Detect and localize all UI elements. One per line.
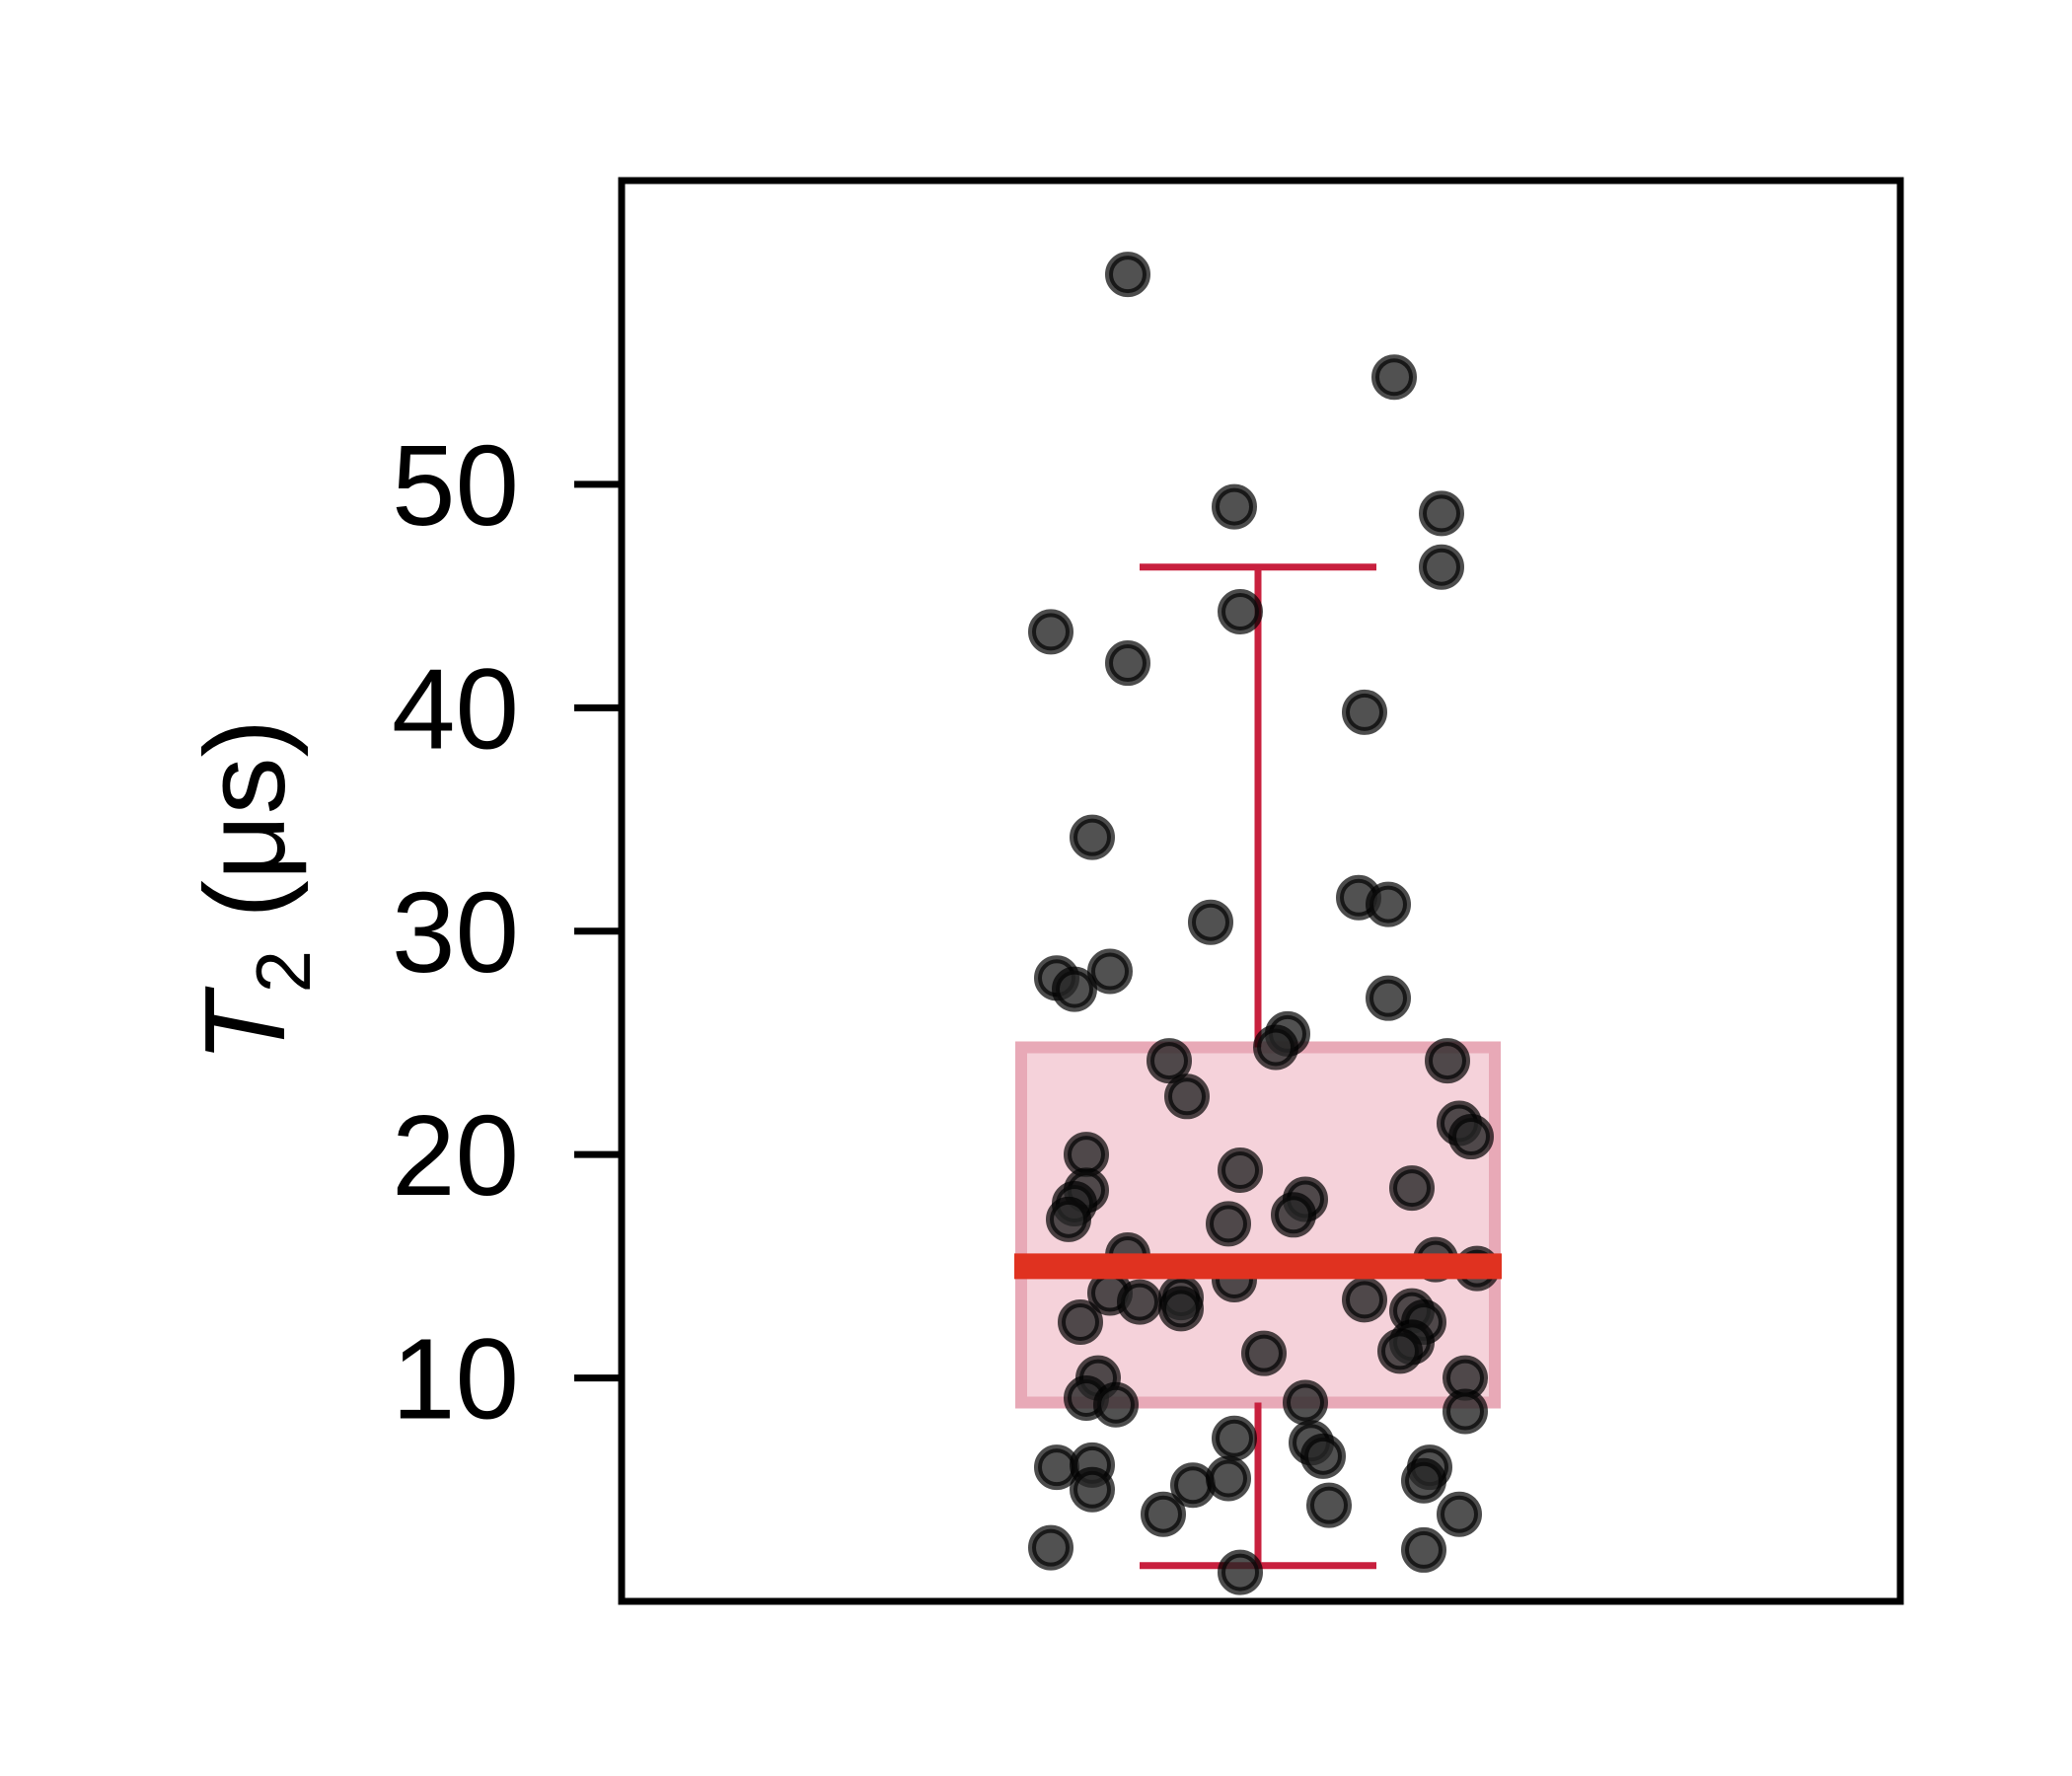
data-point-62	[1170, 1462, 1216, 1509]
data-point-44	[1058, 1298, 1103, 1345]
data-point-16	[1366, 975, 1411, 1021]
data-point-65	[1141, 1491, 1186, 1537]
data-point-12	[1188, 899, 1233, 945]
data-point-21	[1164, 1073, 1210, 1120]
data-point-67	[1028, 1524, 1073, 1571]
data-point-0	[1105, 252, 1150, 298]
data-point-30	[1046, 1196, 1091, 1242]
data-point-60	[1401, 1457, 1446, 1504]
y-axis: 10 20 30 40 50	[392, 421, 622, 1443]
data-point-47	[1241, 1330, 1287, 1376]
data-point-25	[1218, 1147, 1263, 1194]
data-point-63	[1206, 1455, 1251, 1502]
data-point-56	[1300, 1433, 1346, 1479]
y-tick-label-20: 20	[392, 1091, 519, 1220]
data-point-64	[1306, 1482, 1352, 1528]
y-tick-label-30: 30	[392, 868, 519, 997]
data-point-23	[1448, 1114, 1494, 1160]
y-tick-label-40: 40	[392, 644, 519, 773]
data-point-40	[1158, 1286, 1204, 1332]
data-point-9	[1070, 814, 1115, 860]
data-point-52	[1283, 1379, 1328, 1426]
data-point-6	[1028, 609, 1073, 655]
data-point-46	[1377, 1328, 1423, 1374]
data-point-4	[1419, 544, 1464, 590]
data-point-69	[1218, 1549, 1263, 1595]
data-point-32	[1206, 1201, 1251, 1247]
data-point-1	[1371, 354, 1417, 401]
data-point-8	[1342, 689, 1387, 735]
data-point-18	[1253, 1024, 1298, 1071]
plot-frame	[618, 177, 1904, 1605]
y-axis-label-unit: (μs)	[181, 719, 309, 950]
data-point-7	[1105, 640, 1150, 687]
y-axis-label-subscript: 2	[240, 950, 327, 993]
data-point-15	[1052, 966, 1097, 1012]
y-tick-label-50: 50	[392, 421, 519, 550]
data-point-20	[1425, 1038, 1470, 1084]
data-point-14	[1087, 948, 1133, 995]
plot-area	[1014, 252, 1502, 1595]
y-axis-label: T2 (μs)	[181, 719, 327, 1064]
data-point-61	[1070, 1466, 1115, 1513]
data-point-66	[1437, 1491, 1482, 1537]
data-point-26	[1389, 1165, 1435, 1212]
data-point-41	[1342, 1277, 1387, 1323]
data-point-19	[1147, 1038, 1192, 1084]
data-point-51	[1093, 1381, 1139, 1428]
data-point-5	[1218, 588, 1263, 634]
data-point-38	[1117, 1279, 1162, 1325]
data-point-54	[1212, 1415, 1257, 1461]
y-tick-label-10: 10	[392, 1315, 519, 1443]
data-point-53	[1443, 1388, 1488, 1435]
data-point-68	[1401, 1526, 1446, 1573]
data-point-2	[1212, 483, 1257, 530]
data-point-31	[1271, 1192, 1316, 1238]
data-point-11	[1366, 881, 1411, 927]
y-axis-label-symbol: T	[181, 986, 309, 1063]
data-point-3	[1419, 490, 1464, 537]
